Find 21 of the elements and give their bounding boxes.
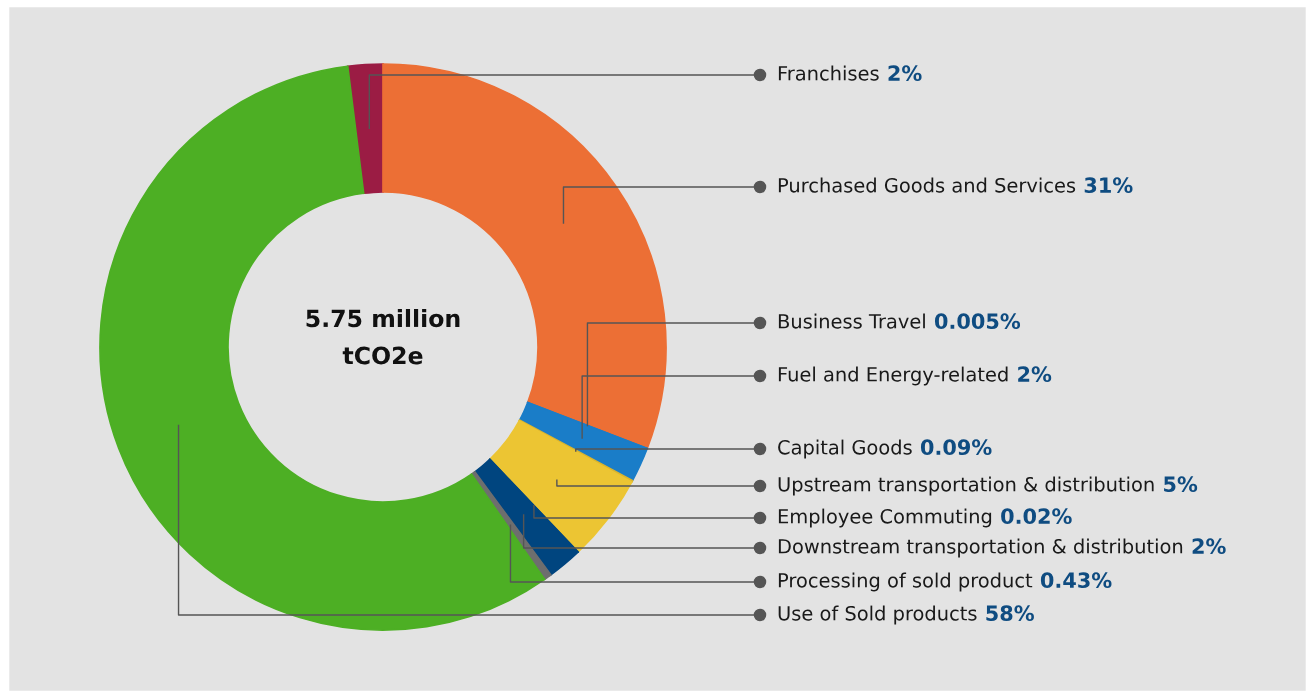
data-label: 0.005% (934, 313, 1021, 330)
data-label: 0.02% (1001, 508, 1072, 525)
slice-label: Purchased Goods and Services (778, 177, 1076, 193)
slice-label: Upstream transportation & distribution (778, 476, 1154, 496)
data-label: 58% (986, 605, 1034, 622)
data-label: 5% (1164, 476, 1198, 493)
slice-label: Fuel and Energy-related (778, 366, 1008, 386)
slice-label: Capital Goods (778, 439, 912, 459)
data-label: 2% (1192, 538, 1226, 555)
data-label: 2% (888, 65, 922, 82)
slice-label: Business Travel (778, 313, 925, 329)
data-label: 0.09% (920, 439, 992, 456)
data-label: 2% (1018, 366, 1052, 383)
slice-label: Downstream transportation & distribution (778, 538, 1183, 558)
data-label: 31% (1084, 177, 1133, 194)
slice-label: Employee Commuting (778, 508, 992, 528)
slice-label: Processing of sold product (778, 572, 1033, 592)
slice-label: Use of Sold products (778, 605, 977, 625)
slice-label: Franchises (778, 65, 879, 81)
text: 5.75 million tCO2e (306, 308, 460, 365)
data-label: 0.43% (1040, 572, 1112, 589)
